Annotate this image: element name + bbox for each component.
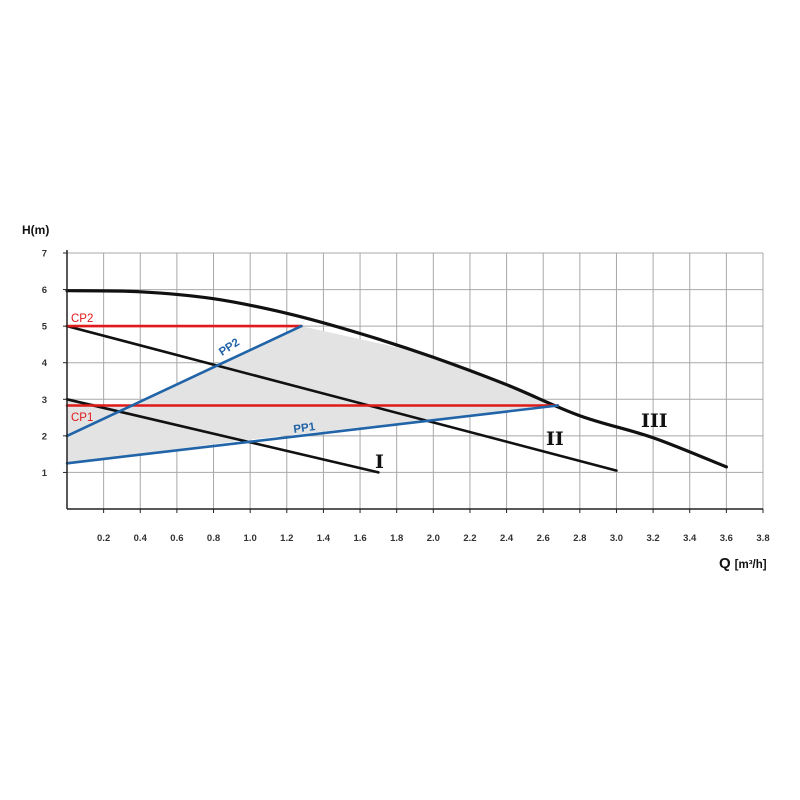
x-tick-label: 2.6 (537, 533, 550, 544)
series-pp2-line (65, 324, 303, 438)
tick-labels: 0.2 0.4 0.6 0.8 1.0 1.2 1.4 1.6 1.8 2.0 2.2 2.4 2.6 2… (42, 249, 770, 545)
series-ii-line (65, 324, 618, 472)
x-axis-title: Q [m³/h] (719, 555, 767, 572)
y-axis-title: H(m) (22, 223, 49, 237)
x-tick-label: 2.2 (463, 533, 476, 544)
x-tick-label: 3.2 (646, 533, 659, 544)
x-tick-label: 2.0 (427, 533, 440, 544)
x-tick-label: 2.8 (573, 533, 586, 544)
label-cp1: CP1 (71, 412, 93, 424)
series-iii-line (65, 289, 728, 469)
label-curve-i: I (375, 451, 384, 473)
y-tick-label: 7 (42, 249, 47, 260)
y-tick-label: 6 (42, 285, 47, 296)
x-tick-label: 0.6 (170, 533, 183, 544)
x-tick-label: 2.4 (500, 533, 514, 544)
y-tick-label: 5 (42, 322, 48, 333)
x-tick-label: 0.8 (207, 533, 220, 544)
label-curve-ii: II (546, 428, 564, 450)
grid (67, 252, 764, 509)
x-tick-label: 1.6 (353, 533, 366, 544)
axes (63, 250, 764, 513)
x-tick-label: 3.8 (756, 533, 769, 544)
x-tick-label: 1.8 (390, 533, 403, 544)
series-pp1-line (65, 404, 560, 465)
y-tick-label: 4 (42, 358, 48, 369)
label-curve-iii: III (641, 410, 668, 432)
x-tick-label: 1.0 (244, 533, 257, 544)
label-pp1: PP1 (293, 421, 317, 436)
x-tick-label: 3.4 (683, 533, 697, 544)
x-tick-label: 3.6 (720, 533, 733, 544)
x-tick-label: 3.0 (610, 533, 623, 544)
x-tick-label: 0.4 (134, 533, 148, 544)
x-tick-label: 1.4 (317, 533, 331, 544)
y-tick-label: 2 (42, 431, 47, 442)
x-tick-label: 0.2 (97, 533, 110, 544)
y-tick-label: 3 (42, 395, 47, 406)
x-tick-label: 1.2 (280, 533, 293, 544)
series-layer (65, 289, 728, 474)
label-cp2: CP2 (71, 313, 93, 325)
y-tick-label: 1 (42, 468, 48, 479)
